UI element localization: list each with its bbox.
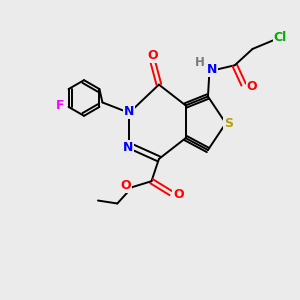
Text: S: S <box>224 117 233 130</box>
Text: N: N <box>124 105 134 118</box>
Text: O: O <box>173 188 184 201</box>
Text: O: O <box>247 80 257 93</box>
Text: Cl: Cl <box>274 31 287 44</box>
Text: H: H <box>195 56 205 69</box>
Text: O: O <box>148 49 158 62</box>
Text: O: O <box>120 179 131 192</box>
Text: N: N <box>207 63 217 76</box>
Text: F: F <box>56 99 64 112</box>
Text: N: N <box>122 140 133 154</box>
